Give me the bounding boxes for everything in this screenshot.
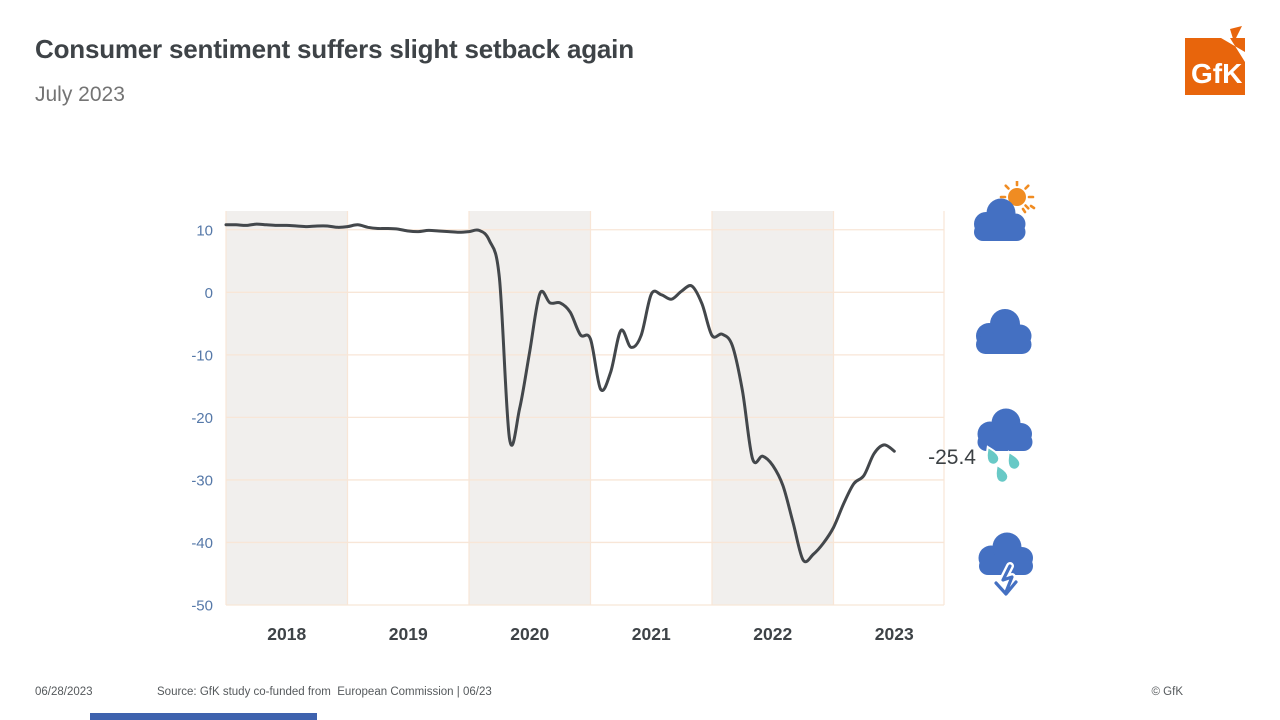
x-tick-label: 2019 <box>389 624 428 644</box>
storm-cloud-down-arrow-icon <box>978 532 1033 598</box>
report-month: July 2023 <box>35 83 125 106</box>
footer-source: Source: GfK study co-funded from Europea… <box>157 686 492 698</box>
page-title: Consumer sentiment suffers slight setbac… <box>35 34 634 64</box>
rain-cloud-icon <box>977 408 1033 484</box>
consumer-climate-line <box>224 222 896 564</box>
gfk-logo: GfK <box>1185 26 1245 95</box>
footer-copyright: © GfK <box>1151 686 1183 698</box>
y-tick-label: 10 <box>196 222 213 239</box>
logo-text: GfK <box>1191 58 1242 89</box>
y-tick-label: -50 <box>191 598 213 615</box>
latest-value-label: -25.4 <box>928 446 976 469</box>
storm-cloud <box>978 532 1033 575</box>
sun-behind-cloud-icon <box>974 181 1036 241</box>
y-tick-label: -40 <box>191 535 213 552</box>
footer-accent-bar <box>90 713 317 720</box>
x-tick-label: 2022 <box>753 624 792 644</box>
cloud-icon <box>976 309 1032 354</box>
y-tick-label: 0 <box>205 285 213 302</box>
logo-slash <box>1221 38 1245 62</box>
logo-flame <box>1230 26 1242 42</box>
year-band-2020 <box>469 211 591 605</box>
x-tick-label: 2018 <box>267 624 306 644</box>
x-tick-label: 2023 <box>875 624 914 644</box>
year-band-2022 <box>712 211 834 605</box>
cloud-front <box>974 198 1026 241</box>
footer-date: 06/28/2023 <box>35 686 93 698</box>
sun-rays <box>999 181 1036 214</box>
rain-cloud <box>977 408 1033 451</box>
logo-square <box>1185 38 1245 95</box>
y-tick-label: -20 <box>191 410 213 427</box>
down-arrow <box>992 562 1020 598</box>
x-tick-label: 2021 <box>632 624 671 644</box>
sun <box>1008 188 1026 206</box>
y-tick-label: -30 <box>191 472 213 489</box>
sentiment-line-chart: 10 0 -10 -20 -30 -40 -50 2018 2019 2020 2021 2022 20… <box>191 211 945 644</box>
y-tick-label: -10 <box>191 347 213 364</box>
year-band-2018 <box>226 211 348 605</box>
x-tick-label: 2020 <box>510 624 549 644</box>
rain-drops <box>985 445 1022 484</box>
